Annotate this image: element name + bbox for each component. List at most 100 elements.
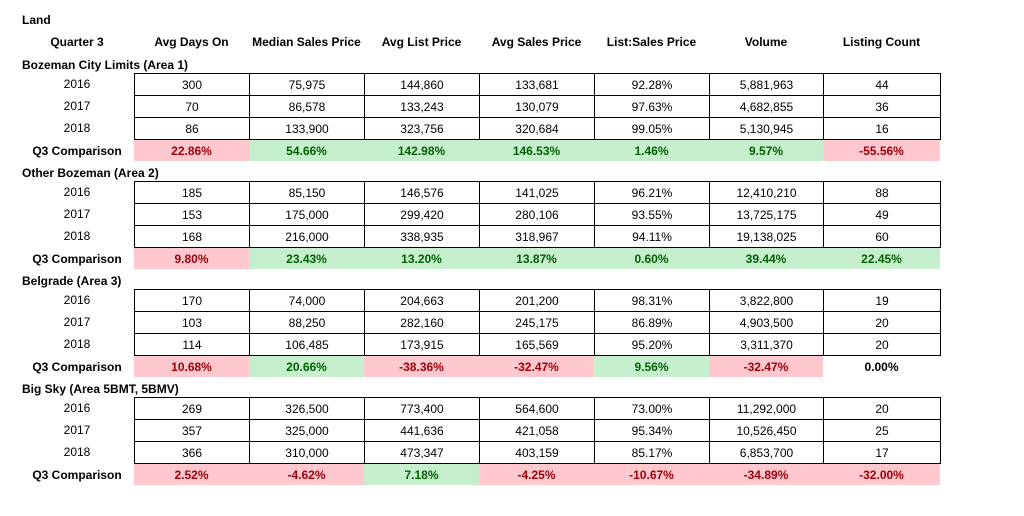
table-cell: 168 (134, 225, 250, 248)
comparison-cell: 2.52% (134, 464, 249, 485)
row-year: 2018 (63, 445, 91, 459)
table-cell: 16 (823, 117, 941, 140)
table-cell: 299,420 (364, 203, 480, 226)
table-cell: 11,292,000 (709, 397, 824, 420)
table-cell: 144,860 (364, 73, 480, 96)
comparison-cell: 0.00% (864, 359, 899, 374)
comparison-cell: 22.86% (134, 140, 249, 161)
table-cell: 338,935 (364, 225, 480, 248)
comparison-cell: -55.56% (823, 140, 940, 161)
column-header: List:Sales Price (606, 35, 697, 49)
table-cell: 3,311,370 (709, 333, 824, 356)
comparison-cell: -4.62% (249, 464, 364, 485)
table-cell: 13,725,175 (709, 203, 824, 226)
row-year: 2016 (63, 185, 91, 199)
comparison-label: Q3 Comparison (32, 251, 122, 266)
table-cell: 95.34% (594, 419, 710, 442)
comparison-cell: 9.56% (594, 356, 709, 377)
table-cell: 269 (134, 397, 250, 420)
table-cell: 165,569 (479, 333, 595, 356)
row-year: 2017 (63, 423, 91, 437)
table-cell: 20 (823, 333, 941, 356)
table-cell: 5,130,945 (709, 117, 824, 140)
column-header: Volume (744, 35, 788, 49)
comparison-cell: 54.66% (249, 140, 364, 161)
table-cell: 73.00% (594, 397, 710, 420)
table-cell: 19 (823, 289, 941, 312)
table-cell: 74,000 (249, 289, 365, 312)
table-cell: 19,138,025 (709, 225, 824, 248)
comparison-label: Q3 Comparison (32, 467, 122, 482)
table-cell: 173,915 (364, 333, 480, 356)
table-cell: 170 (134, 289, 250, 312)
table-cell: 95.20% (594, 333, 710, 356)
table-cell: 133,900 (249, 117, 365, 140)
table-cell: 201,200 (479, 289, 595, 312)
table-cell: 320,684 (479, 117, 595, 140)
table-title: Land (22, 13, 51, 27)
table-cell: 94.11% (594, 225, 710, 248)
table-cell: 357 (134, 419, 250, 442)
table-cell: 204,663 (364, 289, 480, 312)
comparison-cell: -10.67% (594, 464, 709, 485)
table-cell: 12,410,210 (709, 181, 824, 204)
table-cell: 10,526,450 (709, 419, 824, 442)
comparison-cell: -32.47% (479, 356, 594, 377)
row-year: 2018 (63, 337, 91, 351)
table-cell: 325,000 (249, 419, 365, 442)
table-cell: 49 (823, 203, 941, 226)
comparison-cell: 20.66% (249, 356, 364, 377)
table-cell: 99.05% (594, 117, 710, 140)
table-cell: 98.31% (594, 289, 710, 312)
table-cell: 366 (134, 441, 250, 464)
table-cell: 88,250 (249, 311, 365, 334)
table-cell: 280,106 (479, 203, 595, 226)
table-cell: 114 (134, 333, 250, 356)
table-cell: 133,681 (479, 73, 595, 96)
table-cell: 4,682,855 (709, 95, 824, 118)
table-cell: 3,822,800 (709, 289, 824, 312)
comparison-cell: 13.20% (364, 248, 479, 269)
table-cell: 185 (134, 181, 250, 204)
comparison-label: Q3 Comparison (32, 143, 122, 158)
table-cell: 403,159 (479, 441, 595, 464)
table-cell: 44 (823, 73, 941, 96)
comparison-cell: 10.68% (134, 356, 249, 377)
table-cell: 75,975 (249, 73, 365, 96)
table-cell: 5,881,963 (709, 73, 824, 96)
table-cell: 300 (134, 73, 250, 96)
table-cell: 97.63% (594, 95, 710, 118)
section-title: Belgrade (Area 3) (22, 273, 122, 288)
table-cell: 216,000 (249, 225, 365, 248)
table-cell: 86.89% (594, 311, 710, 334)
column-header: Avg Sales Price (491, 35, 582, 49)
row-year: 2017 (63, 99, 91, 113)
table-cell: 441,636 (364, 419, 480, 442)
row-year: 2018 (63, 229, 91, 243)
table-cell: 17 (823, 441, 941, 464)
row-year: 2018 (63, 121, 91, 135)
table-cell: 146,576 (364, 181, 480, 204)
column-header: Avg Days On (154, 35, 229, 49)
comparison-label: Q3 Comparison (32, 359, 122, 374)
table-cell: 133,243 (364, 95, 480, 118)
table-cell: 175,000 (249, 203, 365, 226)
comparison-cell: 9.80% (134, 248, 249, 269)
table-cell: 141,025 (479, 181, 595, 204)
comparison-cell: 39.44% (709, 248, 823, 269)
comparison-cell: -32.00% (823, 464, 940, 485)
comparison-cell: 9.57% (709, 140, 823, 161)
table-cell: 245,175 (479, 311, 595, 334)
section-title: Bozeman City Limits (Area 1) (22, 57, 189, 72)
table-cell: 85,150 (249, 181, 365, 204)
table-cell: 421,058 (479, 419, 595, 442)
table-cell: 60 (823, 225, 941, 248)
comparison-cell: 1.46% (594, 140, 709, 161)
section-title: Big Sky (Area 5BMT, 5BMV) (22, 381, 179, 396)
table-cell: 282,160 (364, 311, 480, 334)
row-year: 2016 (63, 401, 91, 415)
comparison-cell: 142.98% (364, 140, 479, 161)
table-cell: 103 (134, 311, 250, 334)
comparison-cell: 13.87% (479, 248, 594, 269)
table-cell: 86 (134, 117, 250, 140)
